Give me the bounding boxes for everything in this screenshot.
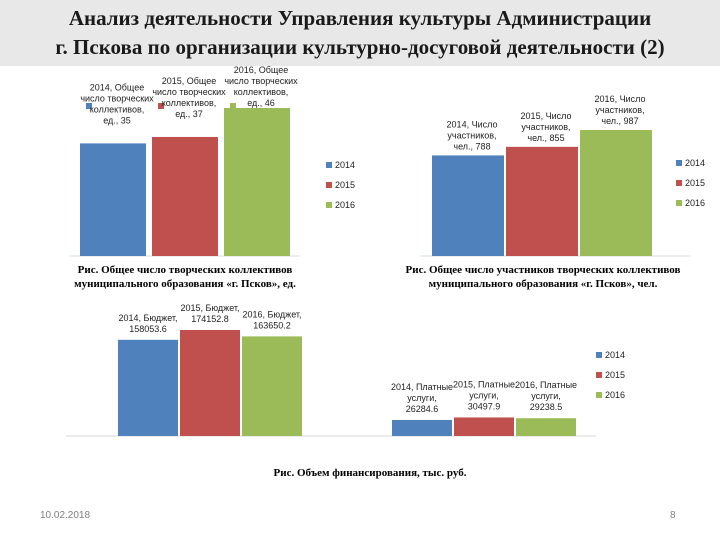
c3-bar-2015-0 [180,330,240,436]
c2-legend-label-2016: 2016 [685,198,705,208]
c1-legend-swatch-2014 [326,162,332,168]
c2-data-label-2016: 2016, Число участников, чел., 987 [595,94,646,126]
c1-data-label-2016: 2016, Общее число творческих коллективов, е… [224,65,298,108]
c1-bar-2015 [152,136,218,256]
caption-collectives: Рис. Общее число творческих коллективов … [74,264,296,290]
c2-legend-swatch-2014 [676,160,682,166]
title-bar [0,0,720,66]
c3-data-label-2014-0: 2014, Бюджет, 158053.6 [118,313,177,334]
c2-bar-2014 [432,155,504,256]
c1-legend-label-2016: 2016 [335,200,355,210]
c1-label-swatch-2014 [86,103,92,109]
c3-data-label-2016-1: 2016, Платные услуги, 29238.5 [515,380,577,412]
c2-data-label-2014: 2014, Число участников, чел., 788 [447,119,498,151]
c3-legend-label-2014: 2014 [605,350,625,360]
c3-legend-label-2016: 2016 [605,390,625,400]
c3-bar-2016-1 [516,418,576,436]
c3-data-label-2015-0: 2015, Бюджет, 174152.8 [180,303,239,324]
caption-financing: Рис. Объем финансирования, тыс. руб. [273,467,467,479]
c1-data-label-2014: 2014, Общее число творческих коллективов, е… [80,82,154,125]
c3-bar-2014-1 [392,420,452,436]
c2-bar-2016 [580,130,652,256]
c3-legend-swatch-2016 [596,392,602,398]
c1-label-swatch-2016 [230,103,236,109]
c3-legend-swatch-2014 [596,352,602,358]
c3-legend-label-2015: 2015 [605,370,625,380]
footer-page-number: 8 [670,510,676,521]
slide-title-line-2: г. Пскова по организации культурно-досуг… [55,35,665,59]
c2-data-label-2015: 2015, Число участников, чел., 855 [521,111,572,143]
c2-legend-label-2014: 2014 [685,158,705,168]
c3-bar-2015-1 [454,417,514,436]
c3-bar-2014-0 [118,339,178,436]
slide-title-line-1: Анализ деятельности Управления культуры … [68,6,652,30]
c1-data-label-2015: 2015, Общее число творческих коллективов, е… [152,76,226,119]
c3-data-label-2014-1: 2014, Платные услуги, 26284.6 [391,382,453,414]
c1-legend-swatch-2016 [326,202,332,208]
c3-data-label-2016-0: 2016, Бюджет, 163650.2 [242,309,301,330]
c1-bar-2014 [80,143,146,256]
c2-legend-swatch-2015 [676,180,682,186]
c2-bar-2015 [506,146,578,256]
caption-participants: Рис. Общее число участников творческих к… [405,264,681,290]
footer-date: 10.02.2018 [40,510,91,521]
c2-legend-label-2015: 2015 [685,178,705,188]
c3-bar-2016-0 [242,336,302,436]
c2-legend-swatch-2016 [676,200,682,206]
c1-legend-label-2015: 2015 [335,180,355,190]
c1-legend-swatch-2015 [326,182,332,188]
c1-legend-label-2014: 2014 [335,160,355,170]
c1-label-swatch-2015 [158,103,164,109]
c3-legend-swatch-2015 [596,372,602,378]
c3-data-label-2015-1: 2015, Платные услуги, 30497.9 [453,379,515,411]
c1-bar-2016 [224,108,290,256]
